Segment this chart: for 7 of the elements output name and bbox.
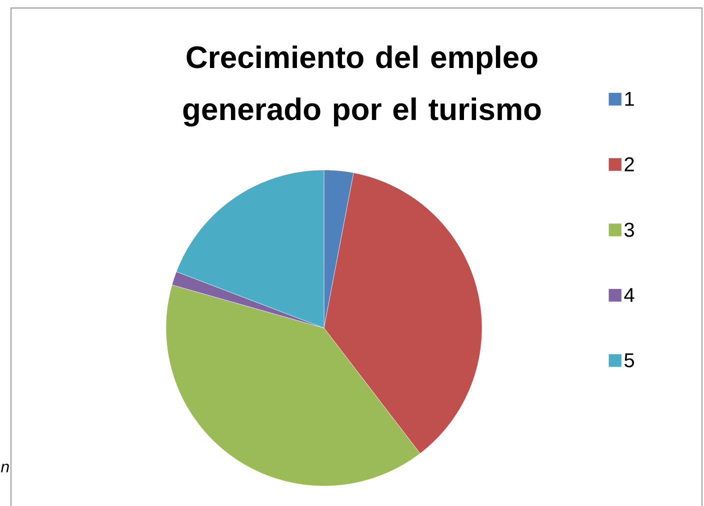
legend-label: 2 (624, 157, 634, 172)
legend-label: 5 (624, 353, 634, 368)
text: n (0, 464, 9, 472)
legend-label: 4 (624, 288, 634, 302)
legend-label: 3 (624, 222, 634, 237)
legend-label: 1 (625, 92, 634, 106)
chart-title: Crecimiento del empleo generado por el turismo (183, 45, 541, 127)
